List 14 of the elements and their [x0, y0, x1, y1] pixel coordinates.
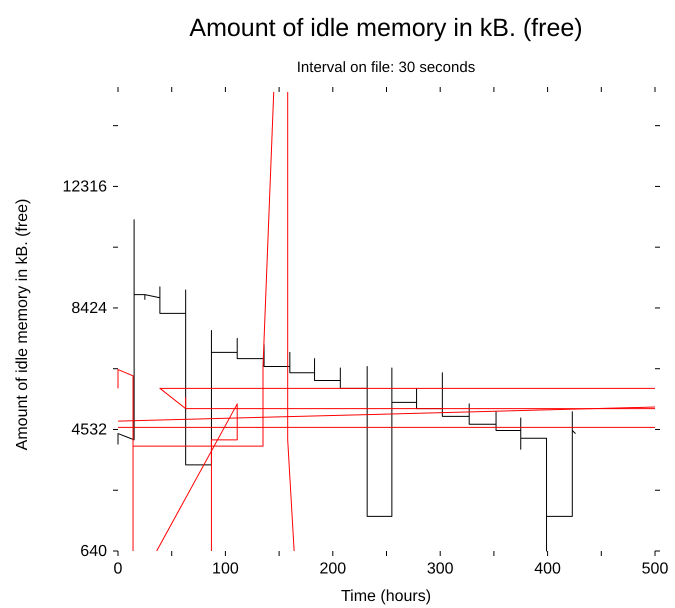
x-tick-label: 200 — [319, 560, 346, 578]
x-tick-label: 500 — [642, 560, 668, 578]
x-tick-label: 400 — [534, 560, 562, 578]
x-tick-label: 0 — [114, 560, 123, 578]
y-tick-label: 8424 — [71, 300, 108, 318]
x-axis-title: Time (hours) — [340, 588, 432, 605]
x-tick-label: 100 — [212, 560, 239, 578]
y-tick-label: 12316 — [62, 178, 108, 196]
y-axis-title: Amount of idle memory in kB. (free) — [14, 198, 31, 450]
chart-subtitle: Interval on file: 30 seconds — [296, 59, 476, 76]
y-tick-label: 4532 — [71, 422, 108, 439]
y-tick-label: 640 — [80, 543, 108, 560]
chart-title: Amount of idle memory in kB. (free) — [189, 14, 583, 42]
x-tick-label: 300 — [426, 560, 454, 578]
